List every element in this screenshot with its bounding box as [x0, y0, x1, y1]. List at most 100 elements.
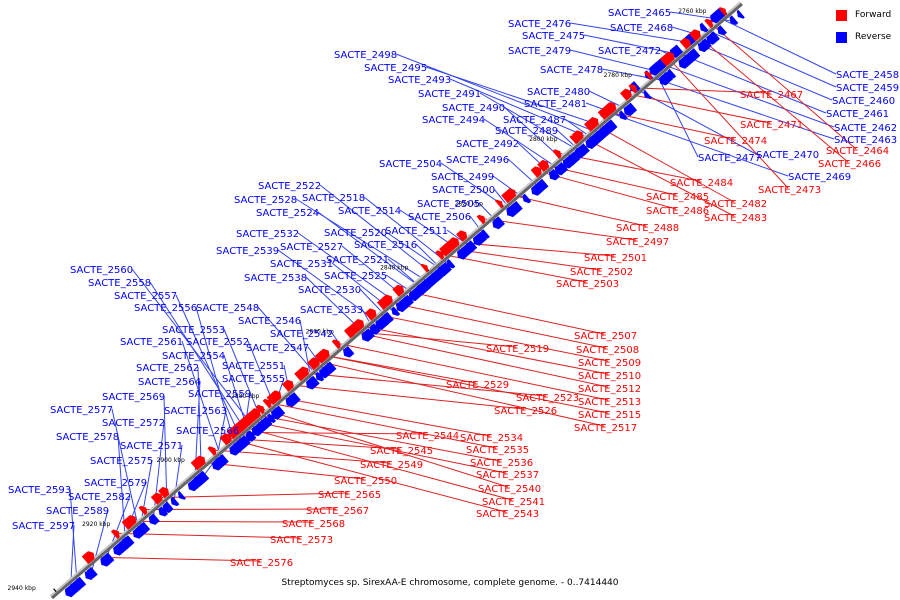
gene-label-reverse[interactable]: SACTE_2520 [324, 228, 387, 239]
gene-label-reverse[interactable]: SACTE_2472 [598, 46, 661, 57]
gene-label-forward[interactable]: SACTE_2502 [570, 267, 633, 278]
gene-label-forward[interactable]: SACTE_2512 [578, 384, 641, 395]
gene-label-forward[interactable]: SACTE_2497 [606, 237, 669, 248]
gene-label-reverse[interactable]: SACTE_2481 [524, 99, 587, 110]
gene-label-reverse[interactable]: SACTE_2463 [834, 135, 897, 146]
gene-label-reverse[interactable]: SACTE_2538 [244, 273, 307, 284]
gene-label-forward[interactable]: SACTE_2513 [578, 397, 641, 408]
gene-label-reverse[interactable]: SACTE_2577 [50, 405, 113, 416]
gene-label-reverse[interactable]: SACTE_2505 [417, 199, 480, 210]
gene-label-forward[interactable]: SACTE_2523 [516, 393, 579, 404]
gene-label-forward[interactable]: SACTE_2484 [670, 178, 733, 189]
gene-label-reverse[interactable]: SACTE_2468 [610, 23, 673, 34]
gene-label-forward[interactable]: SACTE_2515 [578, 410, 641, 421]
gene-label-reverse[interactable]: SACTE_2499 [431, 172, 494, 183]
gene-label-forward[interactable]: SACTE_2482 [704, 199, 767, 210]
gene-label-reverse[interactable]: SACTE_2552 [186, 337, 249, 348]
gene-label-reverse[interactable]: SACTE_2511 [385, 226, 448, 237]
gene-label-forward[interactable]: SACTE_2510 [578, 371, 641, 382]
gene-label-reverse[interactable]: SACTE_2494 [422, 115, 485, 126]
gene-label-reverse[interactable]: SACTE_2589 [46, 506, 109, 517]
gene-label-reverse[interactable]: SACTE_2546 [238, 316, 301, 327]
gene-label-forward[interactable]: SACTE_2535 [466, 445, 529, 456]
gene-label-reverse[interactable]: SACTE_2490 [442, 103, 505, 114]
gene-label-reverse[interactable]: SACTE_2479 [508, 46, 571, 57]
gene-label-forward[interactable]: SACTE_2544 [396, 431, 459, 442]
gene-label-reverse[interactable]: SACTE_2521 [326, 255, 389, 266]
gene-label-reverse[interactable]: SACTE_2563 [164, 406, 227, 417]
gene-label-forward[interactable]: SACTE_2503 [556, 279, 619, 290]
gene-label-reverse[interactable]: SACTE_2531 [270, 259, 333, 270]
gene-label-reverse[interactable]: SACTE_2556 [134, 303, 197, 314]
gene-label-reverse[interactable]: SACTE_2547 [246, 343, 309, 354]
gene-label-reverse[interactable]: SACTE_2525 [324, 271, 387, 282]
gene-label-reverse[interactable]: SACTE_2582 [68, 492, 131, 503]
gene-label-forward[interactable]: SACTE_2545 [370, 446, 433, 457]
gene-label-reverse[interactable]: SACTE_2532 [236, 229, 299, 240]
gene-label-reverse[interactable]: SACTE_2564 [138, 377, 201, 388]
gene-label-reverse[interactable]: SACTE_2489 [495, 126, 558, 137]
gene-label-reverse[interactable]: SACTE_2551 [222, 361, 285, 372]
gene-label-reverse[interactable]: SACTE_2524 [256, 208, 319, 219]
gene-label-reverse[interactable]: SACTE_2459 [836, 83, 899, 94]
gene-label-forward[interactable]: SACTE_2565 [318, 490, 381, 501]
gene-label-forward[interactable]: SACTE_2543 [476, 509, 539, 520]
gene-label-reverse[interactable]: SACTE_2460 [832, 96, 895, 107]
gene-label-forward[interactable]: SACTE_2486 [646, 206, 709, 217]
gene-label-forward[interactable]: SACTE_2474 [704, 136, 767, 147]
gene-label-forward[interactable]: SACTE_2540 [478, 484, 541, 495]
gene-label-reverse[interactable]: SACTE_2597 [12, 521, 75, 532]
gene-label-reverse[interactable]: SACTE_2578 [56, 432, 119, 443]
gene-label-reverse[interactable]: SACTE_2558 [88, 278, 151, 289]
gene-label-reverse[interactable]: SACTE_2572 [102, 418, 165, 429]
gene-label-reverse[interactable]: SACTE_2571 [120, 441, 183, 452]
gene-label-forward[interactable]: SACTE_2567 [306, 506, 369, 517]
gene-label-reverse[interactable]: SACTE_2477 [698, 153, 761, 164]
gene-label-reverse[interactable]: SACTE_2516 [354, 240, 417, 251]
gene-label-reverse[interactable]: SACTE_2562 [136, 363, 199, 374]
gene-label-forward[interactable]: SACTE_2529 [446, 380, 509, 391]
gene-label-reverse[interactable]: SACTE_2469 [788, 172, 851, 183]
gene-label-reverse[interactable]: SACTE_2542 [270, 329, 333, 340]
gene-label-forward[interactable]: SACTE_2534 [460, 433, 523, 444]
gene-label-reverse[interactable]: SACTE_2518 [302, 193, 365, 204]
gene-label-forward[interactable]: SACTE_2467 [740, 90, 803, 101]
gene-label-forward[interactable]: SACTE_2488 [616, 223, 679, 234]
gene-label-reverse[interactable]: SACTE_2560 [70, 265, 133, 276]
gene-label-reverse[interactable]: SACTE_2514 [338, 206, 401, 217]
gene-label-forward[interactable]: SACTE_2466 [818, 159, 881, 170]
gene-label-forward[interactable]: SACTE_2464 [826, 146, 889, 157]
gene-label-forward[interactable]: SACTE_2541 [482, 497, 545, 508]
gene-label-reverse[interactable]: SACTE_2539 [216, 246, 279, 257]
gene-label-reverse[interactable]: SACTE_2493 [388, 75, 451, 86]
gene-label-reverse[interactable]: SACTE_2492 [456, 139, 519, 150]
gene-label-forward[interactable]: SACTE_2526 [494, 406, 557, 417]
gene-label-reverse[interactable]: SACTE_2555 [222, 374, 285, 385]
gene-label-reverse[interactable]: SACTE_2475 [522, 31, 585, 42]
gene-label-reverse[interactable]: SACTE_2569 [102, 392, 165, 403]
gene-label-reverse[interactable]: SACTE_2522 [258, 181, 321, 192]
gene-label-forward[interactable]: SACTE_2471 [740, 120, 803, 131]
gene-label-forward[interactable]: SACTE_2483 [704, 213, 767, 224]
gene-label-reverse[interactable]: SACTE_2559 [188, 389, 251, 400]
gene-label-reverse[interactable]: SACTE_2491 [418, 89, 481, 100]
gene-label-forward[interactable]: SACTE_2508 [576, 345, 639, 356]
gene-label-reverse[interactable]: SACTE_2480 [527, 87, 590, 98]
gene-label-reverse[interactable]: SACTE_2566 [176, 426, 239, 437]
gene-label-reverse[interactable]: SACTE_2548 [196, 303, 259, 314]
gene-label-reverse[interactable]: SACTE_2465 [608, 8, 671, 19]
gene-label-reverse[interactable]: SACTE_2504 [379, 159, 442, 170]
gene-label-reverse[interactable]: SACTE_2470 [756, 150, 819, 161]
gene-label-forward[interactable]: SACTE_2509 [578, 358, 641, 369]
gene-label-forward[interactable]: SACTE_2537 [476, 470, 539, 481]
gene-label-reverse[interactable]: SACTE_2557 [114, 291, 177, 302]
gene-label-reverse[interactable]: SACTE_2487 [503, 115, 566, 126]
gene-label-forward[interactable]: SACTE_2507 [574, 331, 637, 342]
gene-label-reverse[interactable]: SACTE_2530 [298, 285, 361, 296]
gene-label-reverse[interactable]: SACTE_2462 [834, 123, 897, 134]
gene-label-reverse[interactable]: SACTE_2478 [540, 65, 603, 76]
gene-label-reverse[interactable]: SACTE_2476 [508, 19, 571, 30]
gene-label-forward[interactable]: SACTE_2568 [282, 519, 345, 530]
gene-label-forward[interactable]: SACTE_2576 [230, 558, 293, 569]
gene-label-forward[interactable]: SACTE_2473 [758, 185, 821, 196]
